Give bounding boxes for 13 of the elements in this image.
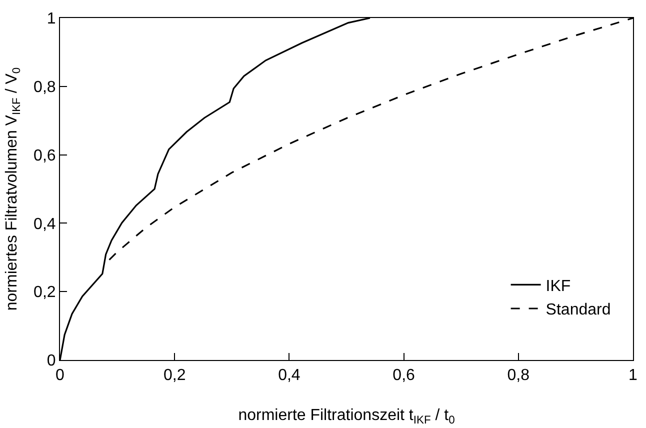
legend-label: IKF <box>546 278 571 295</box>
x-axis-title: normierte Filtrationszeit t$_{IKF}$ / t$_{0}$ <box>238 406 455 426</box>
y-tick-label: 0,6 <box>34 147 56 164</box>
x-tick-label: 0,6 <box>392 367 416 384</box>
y-tick-label: 0,2 <box>34 284 56 302</box>
y-tick-label: 0 <box>46 352 56 370</box>
x-tick-label: 0,8 <box>507 367 530 384</box>
x-tick-label: 0,4 <box>278 367 300 384</box>
x-tick-label: 1 <box>628 367 638 384</box>
x-tick-label: 0,2 <box>163 367 186 384</box>
y-tick-label: 0,4 <box>34 216 56 233</box>
y-tick-label: 0,8 <box>34 79 56 96</box>
y-tick-label: 1 <box>46 10 56 28</box>
